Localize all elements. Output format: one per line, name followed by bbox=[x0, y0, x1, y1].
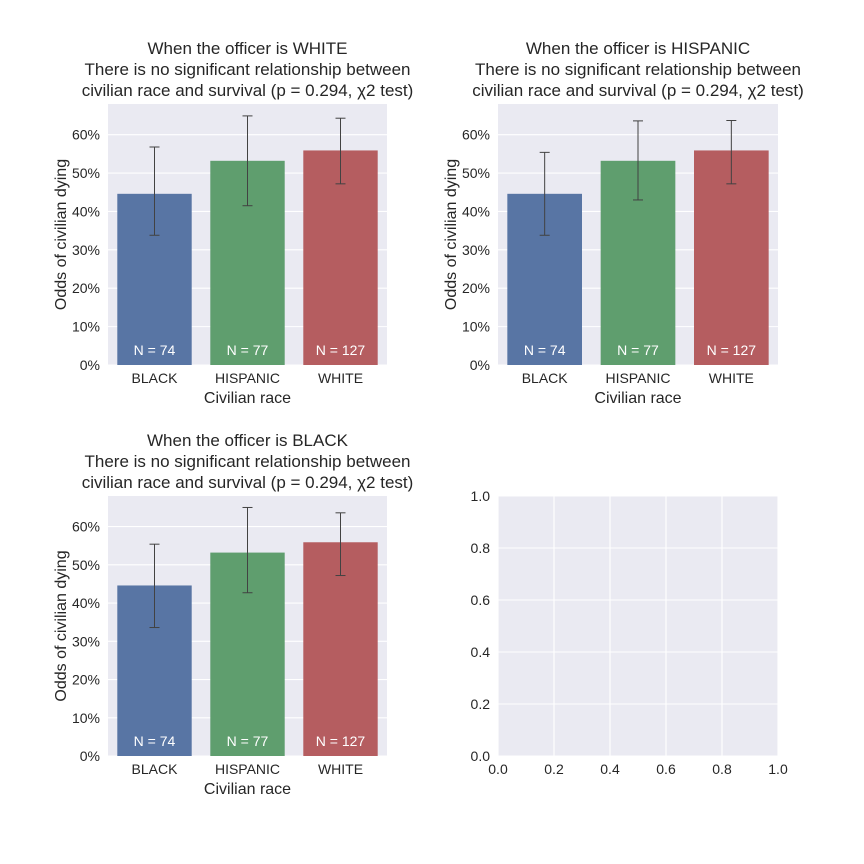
subplot-1: 0% 10% 20% 30% 40% 50% 60% N = 74 BLACK N = 77 HIS… bbox=[53, 39, 413, 407]
x-axis-label: Civilian race bbox=[204, 390, 291, 407]
subplot-3: 0% 10% 20% 30% 40% 50% 60% N = 74 BLACK N = 77 HIS… bbox=[53, 431, 413, 798]
y-tick-label: 1.0 bbox=[471, 488, 491, 504]
y-tick-label: 10% bbox=[462, 319, 490, 335]
y-axis-label: Odds of civilian dying bbox=[53, 159, 70, 310]
y-tick-label: 0.4 bbox=[471, 644, 491, 660]
x-tick-label: HISPANIC bbox=[215, 370, 280, 386]
y-tick-label: 20% bbox=[462, 280, 490, 296]
chart-title-line: civilian race and survival (p = 0.294, χ… bbox=[472, 81, 804, 100]
axes-background bbox=[498, 496, 778, 756]
chart-title-line: There is no significant relationship bet… bbox=[475, 60, 801, 79]
y-tick-label: 50% bbox=[462, 165, 490, 181]
y-tick-label: 30% bbox=[72, 242, 100, 258]
y-tick-label: 30% bbox=[462, 242, 490, 258]
x-tick-label: BLACK bbox=[522, 370, 569, 386]
x-tick-label: 0.8 bbox=[712, 761, 732, 777]
y-tick-label: 0.6 bbox=[471, 592, 491, 608]
x-tick-label: 1.0 bbox=[768, 761, 788, 777]
bar bbox=[303, 542, 378, 756]
x-tick-label: BLACK bbox=[132, 370, 179, 386]
x-tick-label: WHITE bbox=[318, 761, 363, 777]
x-tick-label: HISPANIC bbox=[215, 761, 280, 777]
x-tick-label: HISPANIC bbox=[605, 370, 670, 386]
x-tick-label: BLACK bbox=[132, 761, 179, 777]
y-tick-label: 40% bbox=[72, 203, 100, 219]
bar-count-label: N = 77 bbox=[227, 733, 269, 749]
y-tick-label: 40% bbox=[462, 203, 490, 219]
chart-title-line: civilian race and survival (p = 0.294, χ… bbox=[82, 473, 414, 492]
y-tick-label: 20% bbox=[72, 672, 100, 688]
bar-count-label: N = 74 bbox=[134, 733, 176, 749]
x-axis-label: Civilian race bbox=[204, 781, 291, 798]
x-tick-label: WHITE bbox=[709, 370, 754, 386]
y-axis-label: Odds of civilian dying bbox=[443, 159, 460, 310]
subplot-4: 0.0 0.2 0.4 0.6 0.8 1.0 0.0 0.2 0.4 0.6 0.8 1.0 bbox=[471, 488, 788, 777]
y-tick-label: 40% bbox=[72, 595, 100, 611]
y-tick-label: 0.0 bbox=[471, 748, 491, 764]
y-tick-label: 50% bbox=[72, 557, 100, 573]
chart-title-line: There is no significant relationship bet… bbox=[84, 60, 410, 79]
x-tick-label: 0.4 bbox=[600, 761, 620, 777]
bar bbox=[694, 150, 769, 365]
x-tick-label: 0.2 bbox=[544, 761, 564, 777]
chart-title-line: When the officer is HISPANIC bbox=[526, 39, 750, 58]
chart-title-line: When the officer is WHITE bbox=[148, 39, 348, 58]
y-tick-label: 60% bbox=[462, 127, 490, 143]
y-tick-label: 10% bbox=[72, 319, 100, 335]
bar-count-label: N = 127 bbox=[707, 342, 757, 358]
y-tick-label: 10% bbox=[72, 710, 100, 726]
y-tick-label: 50% bbox=[72, 165, 100, 181]
x-tick-label: 0.0 bbox=[488, 761, 508, 777]
bar-count-label: N = 77 bbox=[227, 342, 269, 358]
bar-count-label: N = 127 bbox=[316, 733, 366, 749]
bar bbox=[303, 150, 378, 365]
y-tick-label: 60% bbox=[72, 519, 100, 535]
chart-title-line: There is no significant relationship bet… bbox=[84, 452, 410, 471]
bar-count-label: N = 127 bbox=[316, 342, 366, 358]
y-tick-label: 30% bbox=[72, 633, 100, 649]
y-tick-label: 0% bbox=[470, 357, 490, 373]
bar-count-label: N = 74 bbox=[134, 342, 176, 358]
y-tick-label: 20% bbox=[72, 280, 100, 296]
x-axis-label: Civilian race bbox=[594, 390, 681, 407]
y-tick-label: 0.8 bbox=[471, 540, 491, 556]
y-axis-label: Odds of civilian dying bbox=[53, 550, 70, 701]
y-tick-label: 0% bbox=[80, 357, 100, 373]
subplot-2: 0% 10% 20% 30% 40% 50% 60% N = 74 BLACK N = 77 HIS… bbox=[443, 39, 804, 407]
y-tick-label: 0% bbox=[80, 748, 100, 764]
y-tick-label: 60% bbox=[72, 127, 100, 143]
chart-title-line: When the officer is BLACK bbox=[147, 431, 349, 450]
bar-count-label: N = 77 bbox=[617, 342, 659, 358]
x-tick-label: 0.6 bbox=[656, 761, 676, 777]
chart-title-line: civilian race and survival (p = 0.294, χ… bbox=[82, 81, 414, 100]
bar-count-label: N = 74 bbox=[524, 342, 566, 358]
y-tick-label: 0.2 bbox=[471, 696, 491, 712]
x-tick-label: WHITE bbox=[318, 370, 363, 386]
